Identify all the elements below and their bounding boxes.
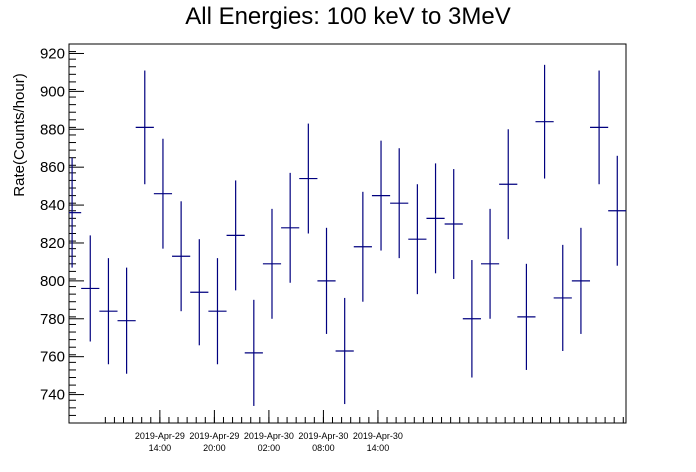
- x-tick-time: 14:00: [149, 443, 172, 453]
- data-point: [262, 208, 282, 319]
- data-point: [153, 138, 173, 249]
- y-tick-label: 880: [40, 121, 65, 138]
- x-tick-date: 2019-Apr-30: [353, 431, 403, 441]
- x-tick-date: 2019-Apr-29: [189, 431, 239, 441]
- data-point: [535, 64, 554, 179]
- y-tick-label: 800: [40, 273, 65, 290]
- x-tick-time: 20:00: [203, 443, 226, 453]
- data-point: [190, 239, 209, 346]
- x-tick-time: 08:00: [312, 443, 335, 453]
- data-point: [499, 129, 518, 240]
- y-axis: 740 760 780 800 820 840 860 880 900 920: [40, 43, 84, 424]
- data-point: [172, 201, 191, 312]
- data-point: [590, 70, 609, 185]
- data-point: [317, 227, 336, 334]
- chart-title: All Energies: 100 keV to 3MeV: [185, 3, 511, 30]
- data-point: [390, 148, 409, 259]
- data-point: [226, 180, 245, 291]
- y-tick-label: 860: [40, 159, 65, 176]
- data-point: [299, 123, 318, 234]
- y-tick-label: 740: [40, 387, 65, 404]
- x-tick-time: 02:00: [258, 443, 281, 453]
- x-tick-time: 14:00: [367, 443, 390, 453]
- data-point: [608, 155, 626, 266]
- y-tick-label: 760: [40, 349, 65, 366]
- data-point: [208, 258, 227, 365]
- data-point: [135, 70, 154, 185]
- data-point: [480, 208, 500, 319]
- data-point: [462, 260, 481, 378]
- data-point: [81, 235, 100, 342]
- x-axis: 2019-Apr-29 14:00 2019-Apr-29 20:00 2019-Apr…: [104, 410, 624, 453]
- y-axis-label: Rate(Counts/hour): [11, 73, 28, 196]
- data-point: [117, 267, 136, 374]
- y-tick-label: 900: [40, 83, 65, 100]
- data-point: [444, 169, 463, 279]
- data-point: [517, 263, 536, 370]
- data-point: [571, 227, 591, 334]
- data-point: [335, 297, 354, 405]
- data-point: [281, 172, 300, 283]
- x-tick-date: 2019-Apr-29: [135, 431, 185, 441]
- x-tick-date: 2019-Apr-30: [244, 431, 294, 441]
- data-point: [408, 184, 427, 295]
- data-point: [99, 258, 118, 365]
- y-tick-label: 920: [40, 45, 65, 62]
- data-point: [553, 244, 572, 351]
- data-point: [244, 299, 263, 406]
- data-point: [371, 140, 391, 251]
- y-tick-label: 780: [40, 311, 65, 328]
- data-point: [353, 191, 372, 302]
- data-point: [426, 163, 445, 274]
- plot-frame: [68, 43, 627, 424]
- x-tick-date: 2019-Apr-30: [298, 431, 348, 441]
- y-tick-label: 840: [40, 197, 65, 214]
- data-point: [69, 157, 82, 268]
- data-points: [69, 64, 626, 406]
- y-tick-label: 820: [40, 235, 65, 252]
